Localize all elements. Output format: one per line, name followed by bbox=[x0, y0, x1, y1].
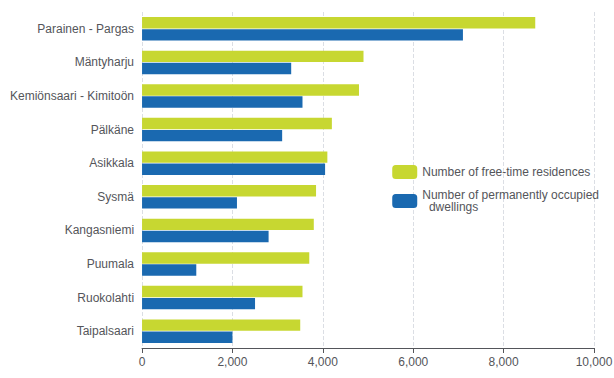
svg-text:8,000: 8,000 bbox=[489, 355, 519, 369]
svg-text:Taipalsaari: Taipalsaari bbox=[77, 324, 134, 338]
svg-text:4,000: 4,000 bbox=[308, 355, 338, 369]
svg-text:Number of permanently occupied: Number of permanently occupied bbox=[422, 188, 599, 202]
svg-text:Kemiönsaari - Kimitoön: Kemiönsaari - Kimitoön bbox=[10, 89, 134, 103]
svg-text:Puumala: Puumala bbox=[87, 257, 135, 271]
svg-text:Parainen - Pargas: Parainen - Pargas bbox=[37, 22, 134, 36]
svg-text:Pälkäne: Pälkäne bbox=[91, 123, 135, 137]
svg-text:6,000: 6,000 bbox=[398, 355, 428, 369]
svg-text:Number of free-time residences: Number of free-time residences bbox=[422, 165, 590, 179]
svg-text:Mäntyharju: Mäntyharju bbox=[75, 55, 134, 69]
svg-text:Ruokolahti: Ruokolahti bbox=[77, 291, 134, 305]
svg-text:0: 0 bbox=[139, 355, 146, 369]
svg-text:Kangasniemi: Kangasniemi bbox=[65, 223, 134, 237]
svg-text:Asikkala: Asikkala bbox=[89, 156, 134, 170]
svg-text:Sysmä: Sysmä bbox=[97, 190, 134, 204]
svg-text:10,000: 10,000 bbox=[576, 355, 613, 369]
svg-text:2,000: 2,000 bbox=[217, 355, 247, 369]
svg-text:dwellings: dwellings bbox=[422, 200, 478, 214]
